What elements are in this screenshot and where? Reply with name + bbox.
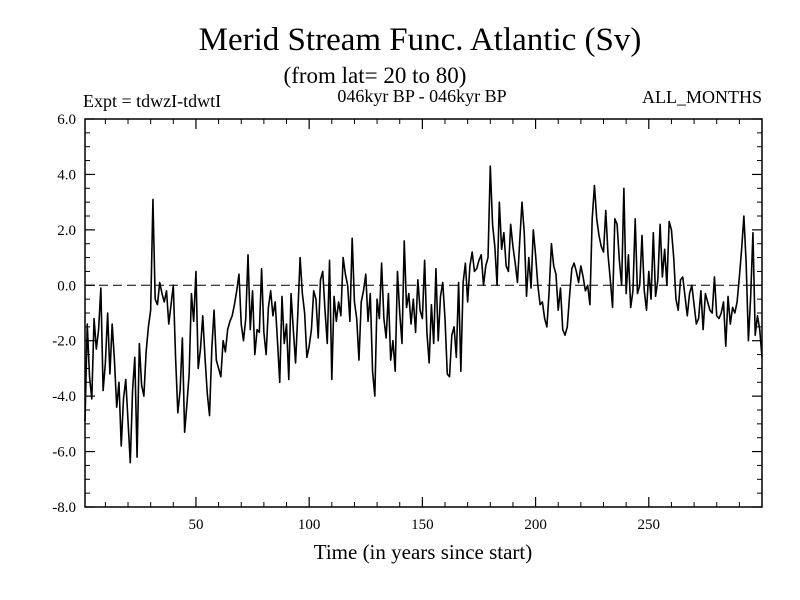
x-axis-ticks: 50 100 150 200 250 (104, 119, 740, 533)
series-line (84, 165, 763, 464)
chart-title: Merid Stream Func. Atlantic (Sv) (199, 22, 642, 58)
y-tick-label: -6.0 (52, 445, 76, 461)
months-label: ALL_MONTHS (642, 87, 762, 107)
y-axis-ticks: -8.0 -6.0 -4.0 -2.0 0.0 2.0 4.0 6.0 (52, 112, 762, 516)
y-tick-label: 6.0 (57, 112, 76, 128)
y-tick-label: 4.0 (57, 167, 76, 183)
y-tick-label: -4.0 (52, 389, 76, 405)
y-tick-label: 2.0 (57, 223, 76, 239)
x-tick-label: 100 (298, 517, 321, 533)
x-tick-label: 50 (188, 517, 203, 533)
y-tick-label: 0.0 (57, 278, 76, 294)
chart-subtitle: (from lat= 20 to 80) (284, 63, 467, 88)
x-tick-label: 250 (638, 517, 661, 533)
period-label: 046kyr BP - 046kyr BP (337, 86, 506, 106)
x-tick-label: 150 (411, 517, 434, 533)
experiment-label: Expt = tdwzI-tdwtI (83, 91, 221, 111)
y-tick-label: -8.0 (52, 500, 76, 516)
plot-frame (84, 118, 763, 508)
x-axis-label: Time (in years since start) (314, 540, 533, 564)
x-tick-label: 200 (524, 517, 547, 533)
y-tick-label: -2.0 (52, 334, 76, 350)
